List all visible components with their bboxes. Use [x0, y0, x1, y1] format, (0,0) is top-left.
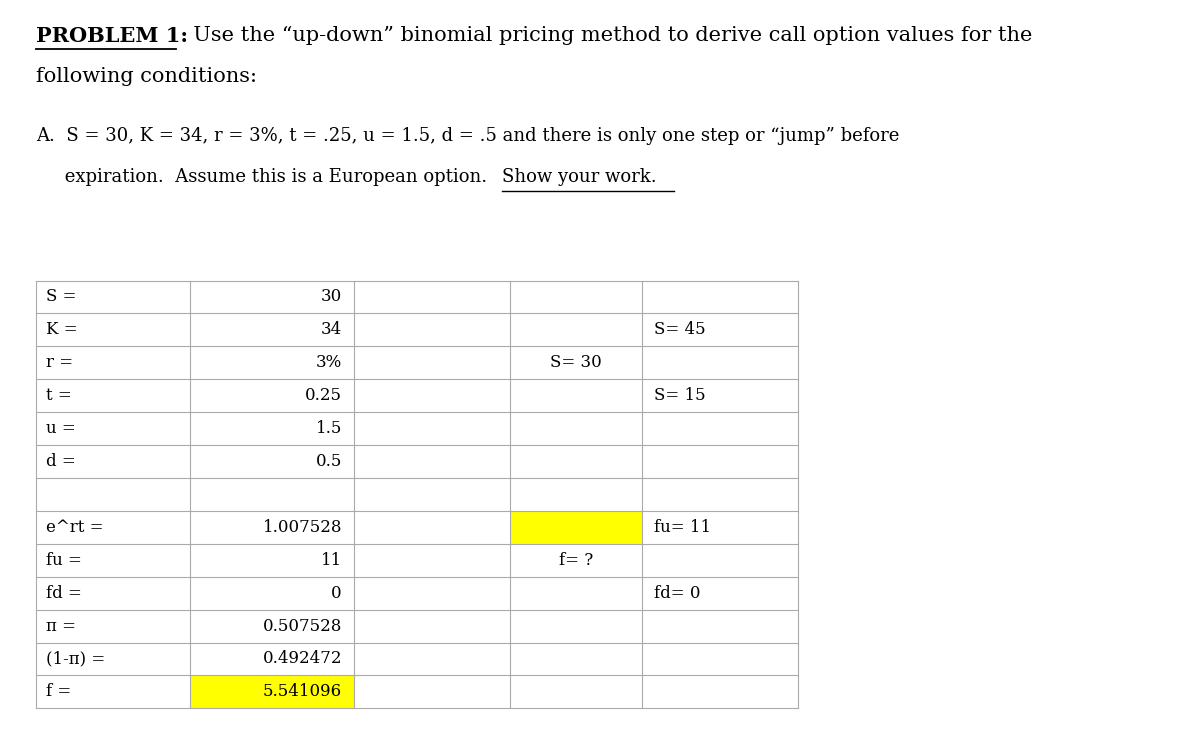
- Text: 11: 11: [320, 552, 342, 568]
- Bar: [510, 511, 642, 544]
- Text: 0.5: 0.5: [316, 453, 342, 470]
- Text: 1.007528: 1.007528: [263, 519, 342, 536]
- Text: 0: 0: [331, 585, 342, 601]
- Text: fu= 11: fu= 11: [654, 519, 712, 536]
- Text: S= 30: S= 30: [550, 355, 602, 371]
- Text: following conditions:: following conditions:: [36, 67, 257, 86]
- Bar: [190, 675, 354, 708]
- Text: A.  S = 30, K = 34, r = 3%, t = .25, u = 1.5, d = .5 and there is only one step : A. S = 30, K = 34, r = 3%, t = .25, u = …: [36, 127, 899, 145]
- Text: 3%: 3%: [316, 355, 342, 371]
- Text: 30: 30: [320, 289, 342, 305]
- Text: 0.492472: 0.492472: [263, 651, 342, 667]
- Text: 0.507528: 0.507528: [263, 618, 342, 634]
- Text: 1.5: 1.5: [316, 420, 342, 437]
- Text: t =: t =: [46, 387, 71, 404]
- Text: Use the “up-down” binomial pricing method to derive call option values for the: Use the “up-down” binomial pricing metho…: [180, 26, 1032, 46]
- Text: expiration.  Assume this is a European option.: expiration. Assume this is a European op…: [36, 168, 499, 186]
- Text: S= 15: S= 15: [654, 387, 706, 404]
- Text: d =: d =: [46, 453, 76, 470]
- Text: fu =: fu =: [46, 552, 82, 568]
- Text: 5.541096: 5.541096: [263, 684, 342, 700]
- Text: 34: 34: [320, 322, 342, 338]
- Text: f =: f =: [46, 684, 71, 700]
- Text: K =: K =: [46, 322, 77, 338]
- Text: 0.25: 0.25: [305, 387, 342, 404]
- Text: π =: π =: [46, 618, 76, 634]
- Text: S= 45: S= 45: [654, 322, 706, 338]
- Text: PROBLEM 1:: PROBLEM 1:: [36, 26, 188, 46]
- Text: (1-π) =: (1-π) =: [46, 651, 104, 667]
- Text: r =: r =: [46, 355, 73, 371]
- Text: u =: u =: [46, 420, 76, 437]
- Text: fd =: fd =: [46, 585, 82, 601]
- Text: f= ?: f= ?: [559, 552, 593, 568]
- Text: fd= 0: fd= 0: [654, 585, 701, 601]
- Text: Show your work.: Show your work.: [502, 168, 656, 186]
- Text: e^rt =: e^rt =: [46, 519, 103, 536]
- Text: S =: S =: [46, 289, 76, 305]
